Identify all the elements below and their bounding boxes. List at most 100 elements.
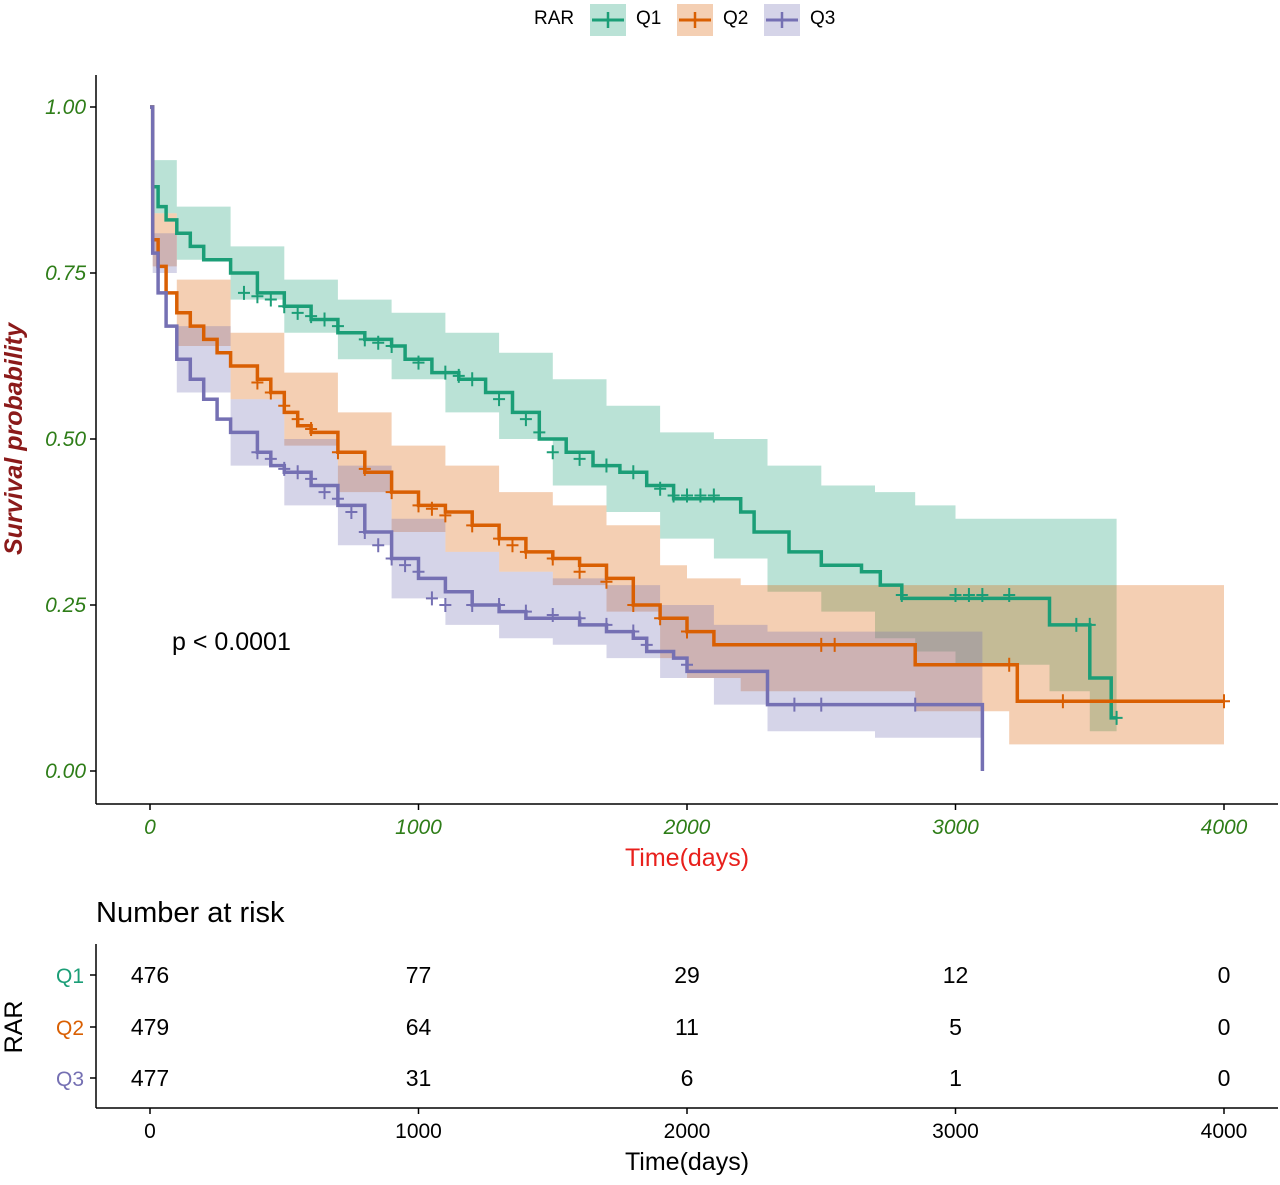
- main-x-axis-title: Time(days): [625, 844, 749, 872]
- censor-mark-q1-8: [358, 332, 371, 347]
- censor-mark-q1-10: [385, 339, 398, 354]
- censor-mark-q1-14: [466, 372, 479, 387]
- legend-label-q3: Q3: [810, 8, 835, 29]
- censor-mark-q2-4: [305, 422, 318, 437]
- censor-mark-q2-23: [1003, 657, 1016, 672]
- censor-mark-q1-23: [667, 488, 680, 503]
- risk-row-q2: 479 64 11 5 0: [131, 1014, 1231, 1040]
- legend-entry-q1: Q1: [590, 4, 661, 36]
- x-tick-label-4: 4000: [1201, 816, 1248, 839]
- risk-x-tick-label-4: 4000: [1201, 1120, 1248, 1143]
- risk-x-tick-label-0: 0: [144, 1120, 156, 1143]
- censor-mark-q1-21: [627, 465, 640, 480]
- risk-x-ticks: 0 1000 2000 3000 4000: [144, 1108, 1247, 1143]
- censor-mark-q2-9: [425, 501, 438, 516]
- censor-mark-q3-18: [546, 607, 559, 622]
- censor-mark-q1-15: [493, 392, 506, 407]
- censor-mark-q1-34: [1110, 710, 1123, 725]
- survival-line-q3: [150, 105, 985, 771]
- risk-cell-q1-1000: 77: [406, 962, 432, 988]
- main-x-ticks: 0 1000 2000 3000 4000: [144, 804, 1248, 839]
- risk-cell-q3-3000: 1: [949, 1065, 962, 1091]
- censor-mark-q3-20: [600, 617, 613, 632]
- censor-mark-q1-24: [681, 488, 693, 503]
- censor-mark-q2-13: [506, 538, 519, 553]
- censor-mark-q2-1: [264, 385, 277, 400]
- y-tick-label-4: 1.00: [45, 96, 86, 119]
- censor-mark-q3-17: [519, 604, 532, 619]
- legend: RAR Q1 Q2 Q3: [534, 4, 835, 36]
- y-tick-label-3: 0.75: [45, 262, 86, 285]
- censor-mark-q1-6: [318, 312, 331, 327]
- censor-mark-q3-4: [305, 471, 318, 486]
- censor-mark-q2-15: [546, 551, 559, 566]
- y-tick-label-1: 0.25: [45, 594, 86, 617]
- censor-mark-q3-10: [385, 551, 398, 566]
- censor-mark-q2-7: [385, 485, 398, 500]
- ci-band-q1: [150, 107, 1117, 765]
- censor-mark-q1-0: [237, 285, 250, 300]
- censor-mark-q1-9: [372, 335, 385, 350]
- censor-mark-q1-22: [654, 481, 667, 496]
- censor-mark-q1-18: [546, 445, 559, 460]
- censor-mark-q2-21: [815, 637, 828, 652]
- censor-mark-q2-17: [600, 574, 613, 589]
- legend-title: RAR: [534, 8, 574, 29]
- censor-mark-q1-25: [694, 488, 707, 503]
- censor-mark-q3-13: [425, 591, 438, 606]
- risk-cell-q3-2000: 6: [681, 1065, 694, 1091]
- censor-mark-q3-23: [681, 657, 693, 672]
- censor-mark-q2-11: [466, 518, 479, 533]
- censor-mark-q2-20: [681, 624, 693, 639]
- main-y-ticks: 0.00 0.25 0.50 0.75 1.00: [45, 96, 96, 783]
- censor-mark-q2-10: [439, 508, 452, 523]
- risk-cell-q1-0: 476: [131, 962, 169, 988]
- censor-mark-q2-12: [493, 531, 506, 546]
- censor-mark-q1-5: [305, 309, 318, 324]
- censor-mark-q1-31: [1003, 588, 1016, 603]
- censor-mark-q1-29: [962, 588, 975, 603]
- risk-row-q3: 477 31 6 1 0: [131, 1065, 1231, 1091]
- main-axes: 0.00 0.25 0.50 0.75 1.00 0 1000 2000 300…: [0, 75, 1278, 872]
- censor-mark-q1-19: [573, 451, 586, 466]
- risk-row-label-q2: Q2: [56, 1017, 84, 1040]
- censor-mark-q1-17: [533, 425, 546, 440]
- censor-mark-q3-3: [291, 465, 304, 480]
- censor-mark-q3-26: [909, 697, 922, 712]
- censor-mark-q3-14: [439, 598, 452, 612]
- censor-mark-q2-0: [251, 375, 264, 390]
- x-tick-label-2: 2000: [663, 816, 711, 839]
- survival-line-q1: [150, 105, 1117, 720]
- survival-line-q2: [150, 105, 1224, 704]
- risk-cell-q3-0: 477: [131, 1065, 169, 1091]
- risk-x-tick-label-1: 1000: [395, 1120, 442, 1143]
- censor-mark-q3-6: [331, 491, 344, 506]
- censor-mark-q2-24: [1056, 694, 1069, 709]
- risk-cell-q3-1000: 31: [406, 1065, 432, 1091]
- censor-mark-q1-33: [1083, 617, 1096, 632]
- censor-mark-q1-27: [895, 588, 908, 603]
- censor-mark-q3-24: [788, 697, 801, 712]
- risk-cell-q1-3000: 12: [943, 962, 969, 988]
- censor-mark-q3-21: [627, 624, 640, 639]
- risk-row-label-q3: Q3: [56, 1068, 84, 1091]
- censor-mark-q3-16: [493, 598, 506, 612]
- censor-mark-q1-28: [949, 588, 962, 603]
- censor-mark-q2-3: [291, 412, 304, 427]
- censor-mark-q2-14: [519, 544, 532, 559]
- risk-cell-q2-1000: 64: [406, 1014, 432, 1040]
- censor-mark-q3-8: [358, 524, 371, 539]
- x-tick-label-3: 3000: [932, 816, 979, 839]
- censor-mark-q3-25: [815, 697, 828, 712]
- censor-mark-q3-7: [345, 505, 358, 520]
- censor-mark-q3-11: [399, 558, 412, 573]
- censor-mark-q1-20: [600, 458, 613, 473]
- censor-mark-q3-22: [640, 637, 653, 652]
- legend-label-q1: Q1: [636, 8, 661, 29]
- risk-cell-q2-3000: 5: [949, 1014, 962, 1040]
- censor-mark-q3-5: [318, 485, 331, 500]
- censor-mark-q2-25: [1218, 694, 1230, 709]
- ci-band-q3: [150, 107, 983, 738]
